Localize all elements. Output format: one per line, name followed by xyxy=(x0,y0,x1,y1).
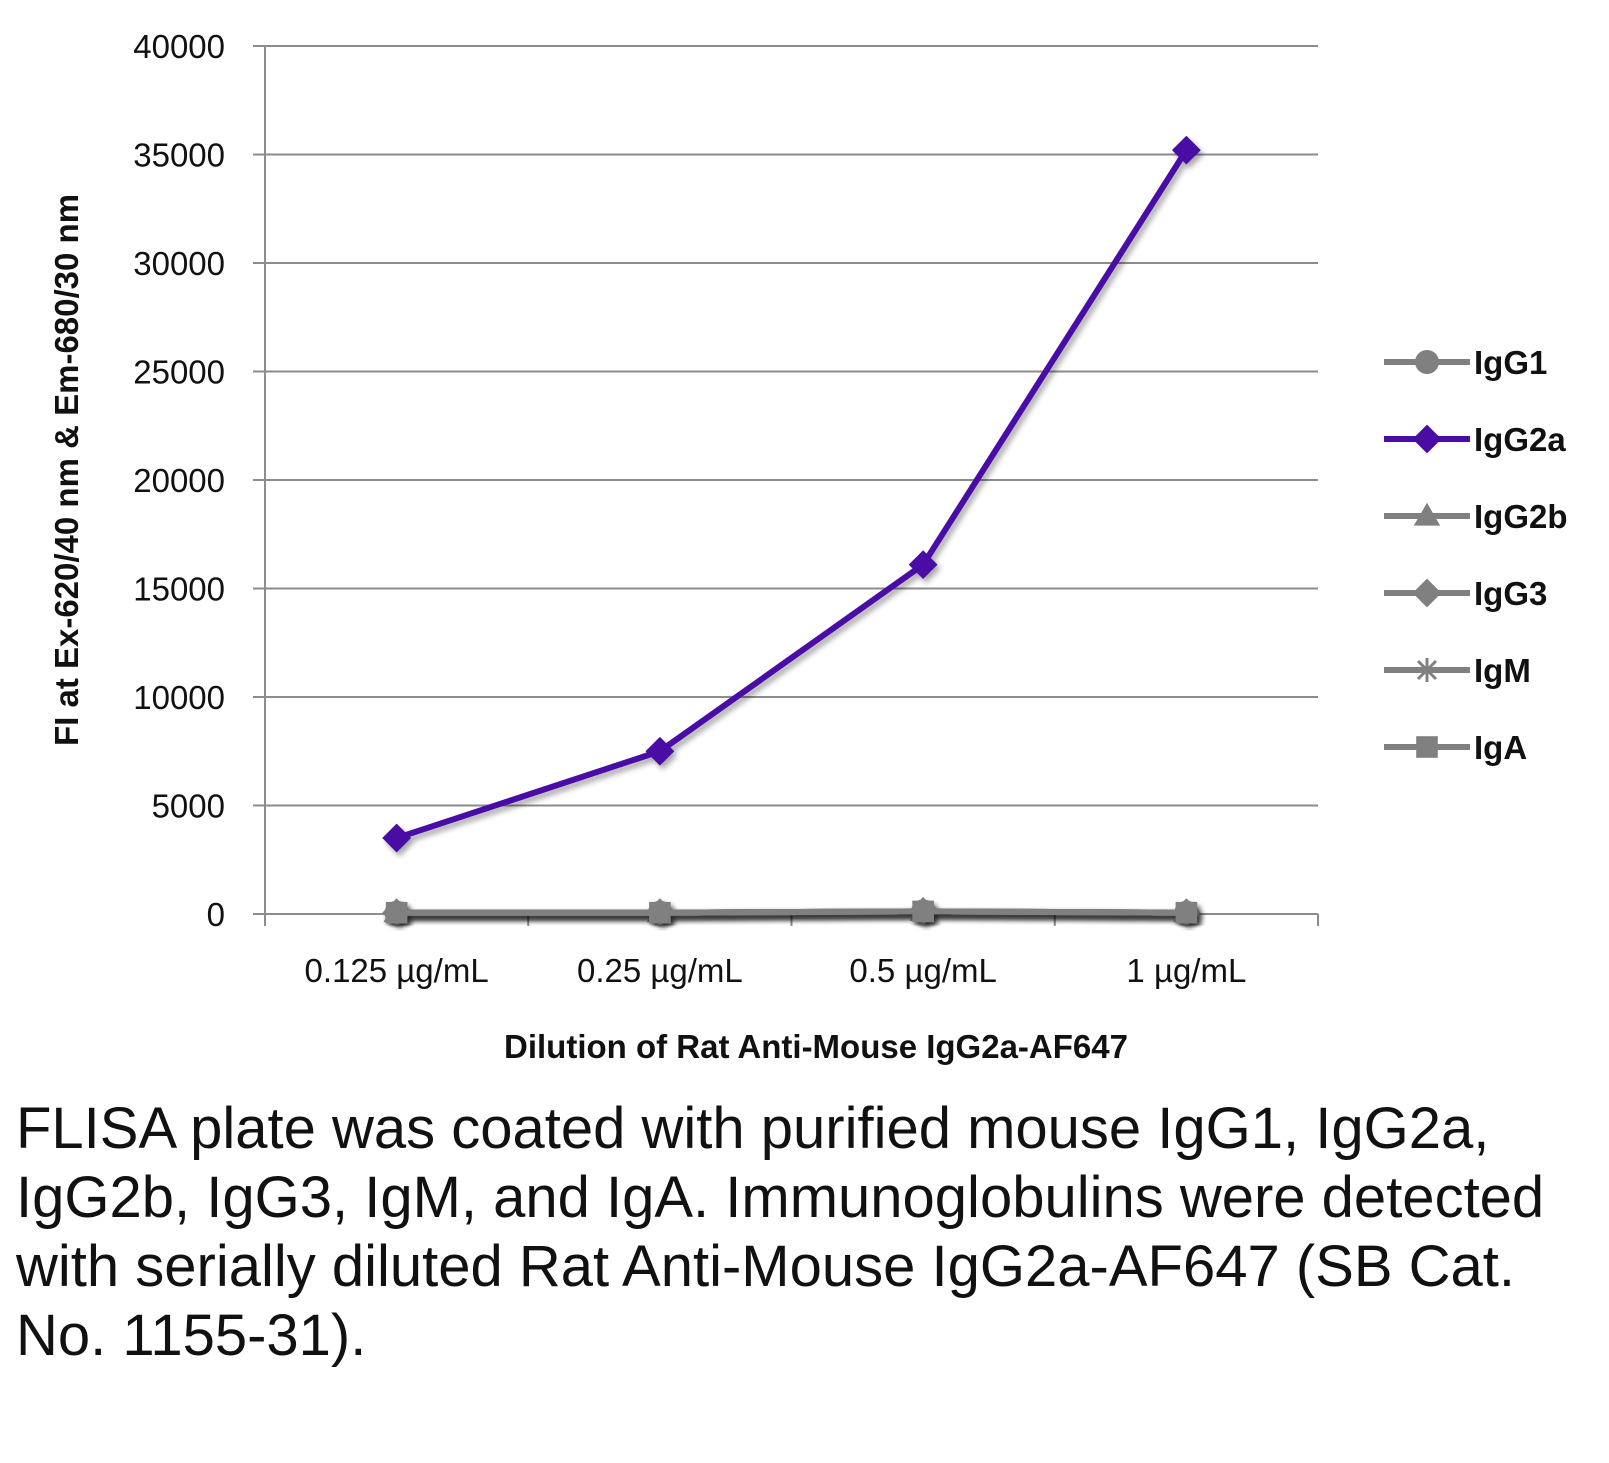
x-tick-label: 0.5 µg/mL xyxy=(849,952,996,989)
legend-marker-iga xyxy=(1416,736,1438,758)
x-tick-label: 1 µg/mL xyxy=(1126,952,1246,989)
x-axis-title: Dilution of Rat Anti-Mouse IgG2a-AF647 xyxy=(504,1028,1128,1065)
axes xyxy=(253,46,1319,926)
data-point-igg2a xyxy=(382,823,412,853)
legend-label-igm: IgM xyxy=(1474,652,1531,689)
legend-item-igg3: IgG3 xyxy=(1384,575,1547,612)
data-point-iga xyxy=(385,901,408,924)
legend-marker-igg1 xyxy=(1415,350,1439,374)
figure-caption: FLISA plate was coated with purified mou… xyxy=(16,1096,1545,1368)
legend-label-igg3: IgG3 xyxy=(1474,575,1547,612)
x-tick-label: 0.125 µg/mL xyxy=(305,952,489,989)
y-tick-label: 5000 xyxy=(152,788,225,825)
legend-item-igg1: IgG1 xyxy=(1384,344,1547,381)
legend: IgG1 IgG2a IgG2b IgG3 IgM IgA xyxy=(1384,344,1568,766)
gridlines xyxy=(253,45,1318,807)
legend-marker-igg2a xyxy=(1412,424,1442,454)
y-tick-label: 20000 xyxy=(133,462,225,499)
legend-label-igg1: IgG1 xyxy=(1474,344,1547,381)
series-iga xyxy=(385,900,1198,924)
data-point-iga xyxy=(912,900,934,923)
legend-marker-igg2b xyxy=(1413,502,1441,526)
legend-label-igg2a: IgG2a xyxy=(1474,421,1566,458)
data-point-igg2a xyxy=(908,550,938,580)
legend-item-igg2b: IgG2b xyxy=(1384,498,1568,535)
y-tick-label: 25000 xyxy=(133,354,225,391)
series-igg2a xyxy=(382,135,1201,853)
legend-item-iga: IgA xyxy=(1384,729,1527,766)
legend-item-igm: IgM xyxy=(1384,652,1531,689)
y-tick-label: 40000 xyxy=(133,28,225,65)
legend-item-igg2a: IgG2a xyxy=(1384,421,1566,458)
legend-label-iga: IgA xyxy=(1474,729,1527,766)
legend-marker-igg3 xyxy=(1412,578,1442,608)
y-tick-label: 35000 xyxy=(133,137,225,174)
series-line-igg2a xyxy=(395,148,1189,841)
y-tick-label: 15000 xyxy=(133,571,225,608)
legend-label-igg2b: IgG2b xyxy=(1474,498,1568,535)
y-tick-label: 10000 xyxy=(133,679,225,716)
x-tick-label: 0.25 µg/mL xyxy=(577,952,743,989)
y-tick-labels: 0 5000 10000 15000 20000 25000 30000 35000 40000 xyxy=(133,28,225,933)
x-tick-labels: 0.125 µg/mL 0.25 µg/mL 0.5 µg/mL 1 µg/mL xyxy=(305,952,1247,989)
series-line-iga xyxy=(396,908,1187,916)
data-point-iga xyxy=(1175,901,1198,924)
y-axis-title: FI at Ex-620/40 nm & Em-680/30 nm xyxy=(48,194,85,746)
data-point-igg2a xyxy=(1171,135,1201,165)
chart: 0 5000 10000 15000 20000 25000 30000 35000 40000… xyxy=(48,28,1568,1065)
legend-marker-igm xyxy=(1415,658,1439,682)
series-lines xyxy=(382,135,1201,928)
data-point-igg2a xyxy=(645,736,675,766)
y-tick-label: 30000 xyxy=(133,245,225,282)
data-point-iga xyxy=(649,901,671,924)
y-tick-label: 0 xyxy=(207,896,225,933)
